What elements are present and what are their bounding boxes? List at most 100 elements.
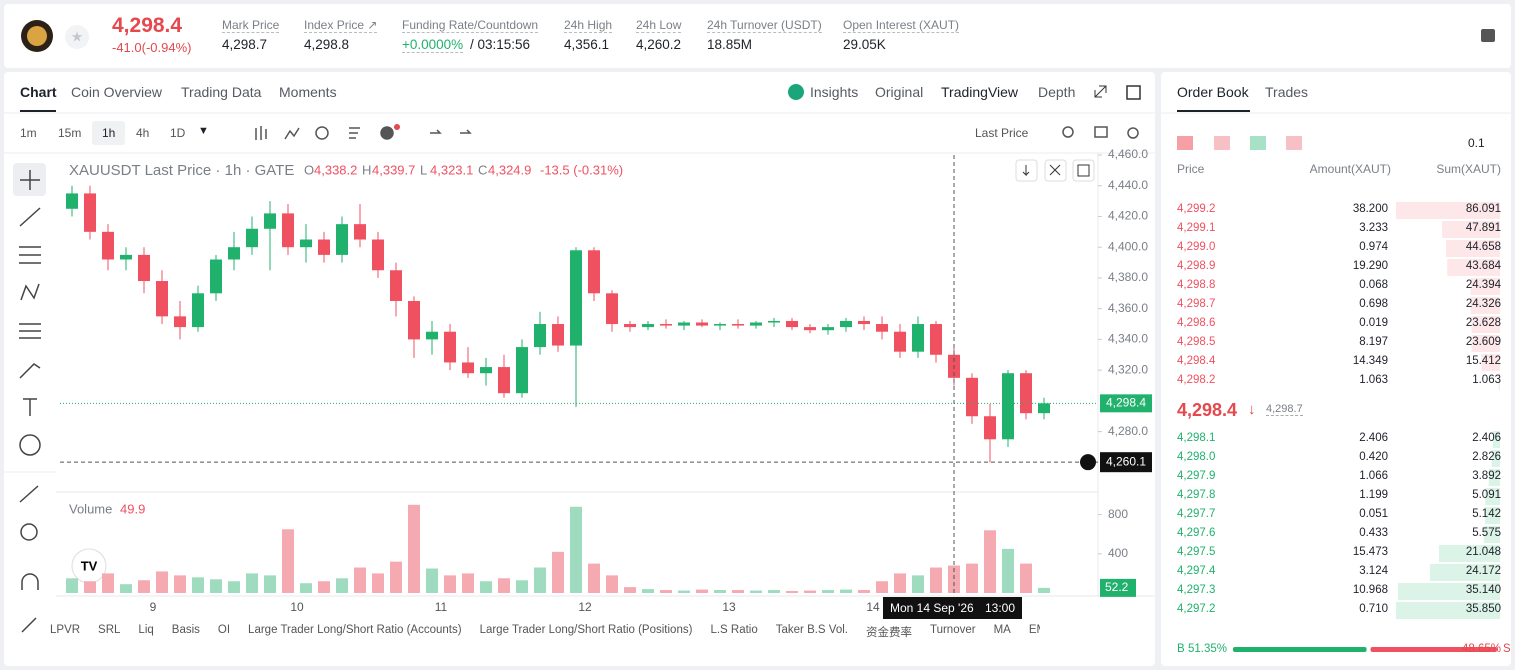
indicator[interactable]: SRL <box>98 624 121 636</box>
volume-bar <box>912 575 924 593</box>
chart-tab[interactable]: Trading Data <box>181 84 262 100</box>
indicator[interactable]: Large Trader Long/Short Ratio (Accounts) <box>248 624 462 636</box>
x-tick-label: 12 <box>578 600 592 614</box>
ob-amount: 0.433 <box>1359 527 1388 539</box>
volume-bar <box>732 590 744 593</box>
candle-body <box>336 224 348 255</box>
ob-tab[interactable]: Order Book <box>1177 84 1249 100</box>
indicator[interactable]: OI <box>217 624 231 636</box>
indicator[interactable]: L.S Ratio <box>710 624 758 636</box>
depth-bar <box>1470 278 1500 295</box>
depth-bar <box>1429 564 1500 581</box>
ob-sum: 5.575 <box>1472 527 1501 539</box>
interval[interactable]: 15m <box>58 126 82 140</box>
candle-body <box>804 327 816 331</box>
candle-body <box>426 331 438 340</box>
ob-amount: 8.197 <box>1359 336 1388 348</box>
volume-bar <box>318 581 330 593</box>
volume-bar <box>894 573 906 593</box>
volume-label: Volume <box>69 501 112 516</box>
ob-view[interactable] <box>1250 136 1266 150</box>
expand-icon[interactable] <box>1094 85 1107 98</box>
depth-bar <box>1488 469 1500 486</box>
price-type[interactable]: Last Price <box>975 126 1029 140</box>
buy-key: B <box>1177 643 1185 655</box>
indicator[interactable]: Basis <box>171 624 200 636</box>
candle-body <box>228 247 240 260</box>
view-tab[interactable]: TradingView <box>941 84 1019 100</box>
indicator[interactable]: Liq <box>138 624 154 636</box>
candle-body <box>210 259 222 294</box>
favorite[interactable] <box>65 25 89 49</box>
x-tick-label: 14 <box>866 600 880 614</box>
indicator[interactable]: Large Trader Long/Short Ratio (Positions… <box>479 624 693 636</box>
depth-bar <box>1483 526 1500 543</box>
ob-amount: 2.406 <box>1359 432 1388 444</box>
candle-body <box>390 270 402 301</box>
ob-amount: 15.473 <box>1352 546 1388 558</box>
interval[interactable]: 1m <box>20 126 37 140</box>
layout-icon[interactable] <box>1126 85 1141 100</box>
volume-bar <box>192 577 204 593</box>
interval[interactable]: 1D <box>170 126 186 140</box>
candle-body <box>156 281 168 317</box>
view-tab[interactable]: Depth <box>1038 84 1076 100</box>
ob-sum: 86.091 <box>1465 203 1501 215</box>
indicator[interactable]: EMA <box>1028 624 1040 636</box>
indicator[interactable]: MA <box>993 624 1011 636</box>
book-icon[interactable] <box>1481 29 1495 42</box>
stat-label: 24h Turnover (USDT) <box>707 18 822 33</box>
view-tab[interactable]: Original <box>875 84 924 100</box>
volume-bar <box>822 590 834 593</box>
candle-body <box>1002 373 1014 440</box>
chart-tab[interactable]: Chart <box>20 84 57 100</box>
chart-tab[interactable]: Moments <box>279 84 337 100</box>
candle-body <box>534 324 546 348</box>
candle-body <box>1020 373 1032 414</box>
buy-bar <box>1233 647 1367 652</box>
volume-bar <box>336 578 348 593</box>
depth-bar <box>1481 354 1500 371</box>
ob-price: 4,298.8 <box>1177 279 1216 291</box>
legend-value: 4,323.1 <box>430 162 473 177</box>
ob-sum: 21.048 <box>1465 546 1501 558</box>
ob-view[interactable] <box>1177 136 1193 150</box>
last-price: 4,298.4 <box>112 14 183 37</box>
chart-tab[interactable]: Coin Overview <box>71 84 163 100</box>
ob-price: 4,298.2 <box>1177 374 1216 386</box>
depth-bar <box>1498 373 1500 390</box>
indicator[interactable]: 资金费率 <box>865 627 912 639</box>
y-tick-label: 4,400.0 <box>1108 239 1148 253</box>
chart-buttons[interactable] <box>1015 159 1095 182</box>
last-price-tag <box>1100 394 1152 413</box>
y-tick-label: 4,460.0 <box>1108 147 1148 161</box>
volume-bar <box>642 589 654 593</box>
y-tick-label: 4,320.0 <box>1108 362 1148 376</box>
mid-arrow: ↓ <box>1248 401 1256 418</box>
sell-key: S <box>1503 643 1511 655</box>
legend-value: 4,324.9 <box>488 162 531 177</box>
volume-bar <box>498 578 510 593</box>
ob-price: 4,297.6 <box>1177 527 1216 539</box>
candle-body <box>408 300 420 340</box>
price-change: -41.0(-0.94%) <box>112 40 192 55</box>
ob-price: 4,297.5 <box>1177 546 1216 558</box>
volume-tick-label: 800 <box>1108 507 1128 521</box>
x-tick-label: 9 <box>150 600 157 614</box>
volume-bar <box>138 580 150 593</box>
precision[interactable]: 0.1 <box>1468 136 1485 150</box>
interval[interactable]: 1h <box>102 126 116 140</box>
indicator[interactable]: Taker B.S Vol. <box>775 624 848 636</box>
ob-view[interactable] <box>1286 136 1302 150</box>
stat-value: 4,260.2 <box>636 37 682 52</box>
view-tab[interactable]: Insights <box>810 84 859 100</box>
ob-view[interactable] <box>1214 136 1230 150</box>
legend-key: L <box>420 162 427 177</box>
ob-tab[interactable]: Trades <box>1265 84 1309 100</box>
ob-amount: 3.124 <box>1359 565 1388 577</box>
indicator[interactable]: Turnover <box>929 624 976 636</box>
interval[interactable]: 4h <box>136 126 150 140</box>
last-price-label: 4,298.4 <box>1106 396 1146 410</box>
indicator[interactable]: LPVR <box>50 624 81 636</box>
volume-bar <box>678 590 690 593</box>
